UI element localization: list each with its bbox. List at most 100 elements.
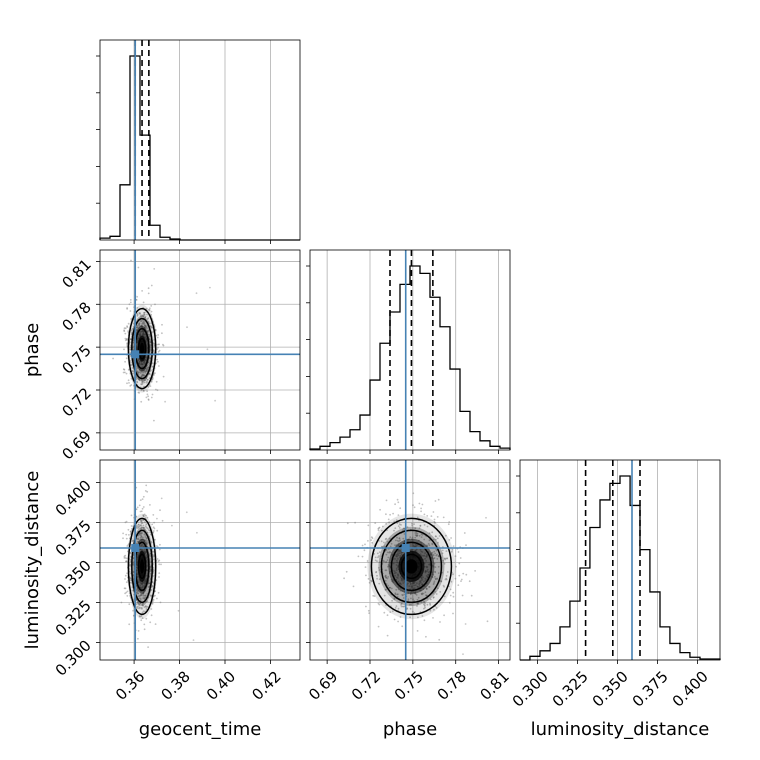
scatter-point — [142, 334, 145, 336]
ytick-label-luminosity_distance-2: 0.350 — [52, 557, 95, 600]
scatter-point — [452, 545, 455, 547]
scatter-point — [132, 570, 135, 573]
scatter-point — [445, 575, 448, 577]
scatter-point — [140, 400, 143, 403]
scatter-point — [152, 350, 155, 353]
scatter-point — [150, 396, 153, 399]
scatter-point — [151, 585, 154, 587]
scatter-point — [146, 556, 148, 559]
scatter-point — [411, 536, 414, 539]
scatter-point — [140, 545, 142, 547]
scatter-point — [417, 602, 419, 605]
scatter-point — [430, 515, 433, 517]
scatter-point — [161, 323, 163, 326]
scatter-point — [420, 507, 422, 510]
scatter-point — [136, 527, 138, 529]
scatter-point — [394, 592, 397, 595]
scatter-point — [141, 603, 144, 606]
scatter-point — [138, 533, 141, 536]
scatter-point — [426, 525, 429, 528]
scatter-point — [399, 507, 402, 510]
scatter-point — [430, 552, 433, 554]
scatter-point — [141, 370, 143, 373]
scatter-point — [140, 520, 143, 523]
scatter-point — [136, 540, 139, 543]
ytick-label-luminosity_distance-4: 0.400 — [52, 477, 95, 520]
scatter-point — [412, 492, 415, 495]
scatter-point — [124, 592, 126, 595]
scatter-point — [400, 524, 402, 526]
density-level-4 — [140, 342, 145, 355]
scatter-point — [145, 338, 148, 341]
scatter-point — [146, 516, 149, 519]
scatter-point — [386, 551, 389, 554]
scatter-point — [140, 532, 142, 534]
scatter-point — [425, 587, 428, 590]
scatter-point — [147, 317, 150, 320]
ylabel-luminosity-distance: luminosity_distance — [22, 471, 43, 650]
scatter-point — [142, 361, 145, 363]
scatter-point — [127, 369, 130, 371]
scatter-point — [454, 555, 457, 558]
scatter-point — [140, 519, 143, 522]
scatter-point — [401, 590, 403, 592]
scatter-point — [434, 576, 436, 578]
xtick-label-luminosity_distance-4: 0.400 — [669, 668, 712, 711]
scatter-point — [135, 592, 138, 594]
scatter-point — [148, 338, 151, 341]
scatter-point — [152, 555, 155, 558]
scatter-point — [432, 511, 435, 513]
scatter-point — [383, 545, 386, 548]
scatter-point — [143, 513, 146, 516]
scatter-point — [474, 570, 476, 572]
scatter-point — [125, 560, 127, 563]
scatter-point — [143, 550, 146, 553]
scatter-point — [145, 542, 148, 544]
scatter-point — [361, 555, 364, 558]
scatter-point — [148, 363, 151, 366]
scatter-point — [136, 370, 139, 373]
scatter-point — [142, 602, 144, 605]
scatter-point — [144, 379, 147, 381]
scatter-point — [126, 343, 129, 345]
scatter-point — [149, 577, 152, 580]
scatter-point — [142, 593, 145, 595]
scatter-point — [140, 519, 142, 522]
scatter-point — [151, 581, 154, 584]
scatter-point — [398, 523, 401, 526]
scatter-point — [485, 516, 487, 519]
scatter-point — [140, 534, 142, 537]
scatter-point — [145, 542, 148, 545]
scatter-point — [137, 589, 140, 592]
scatter-point — [132, 348, 135, 351]
scatter-point — [408, 603, 411, 606]
scatter-point — [144, 379, 146, 382]
scatter-point — [383, 541, 385, 544]
scatter-point — [450, 537, 452, 539]
scatter-point — [141, 326, 144, 328]
scatter-point — [136, 326, 139, 329]
scatter-point — [418, 534, 421, 537]
scatter-point — [141, 326, 143, 329]
scatter-point — [420, 510, 422, 513]
scatter-point — [152, 550, 155, 553]
scatter-point — [152, 599, 155, 601]
scatter-point — [136, 329, 139, 332]
scatter-point — [142, 315, 145, 318]
scatter-point — [437, 555, 440, 558]
scatter-point — [139, 594, 142, 597]
scatter-point — [141, 544, 143, 546]
scatter-point — [401, 625, 404, 628]
scatter-point — [122, 368, 125, 371]
scatter-point — [149, 346, 152, 349]
scatter-point — [143, 584, 146, 587]
scatter-point — [448, 521, 451, 523]
scatter-point — [130, 579, 133, 582]
scatter-point — [147, 366, 150, 368]
scatter-point — [435, 578, 437, 581]
scatter-point — [143, 362, 146, 365]
scatter-point — [146, 367, 149, 369]
scatter-point — [145, 369, 148, 372]
scatter-point — [148, 554, 151, 557]
